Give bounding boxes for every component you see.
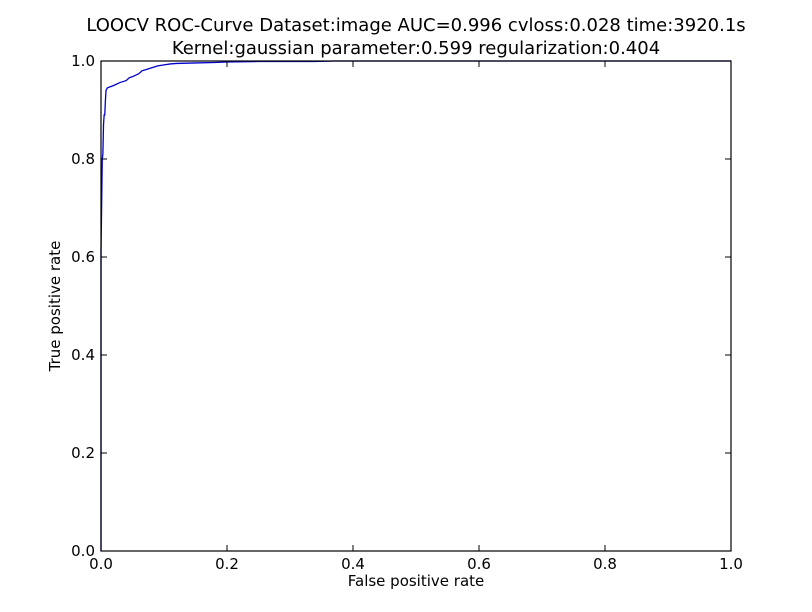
y-axis-label: True positive rate [46,241,64,373]
chart-title: LOOCV ROC-Curve Dataset:image AUC=0.996 … [86,15,745,36]
x-tick-label: 0.0 [89,555,113,573]
plot-frame [100,60,732,552]
y-tick-label: 0.8 [71,150,95,168]
roc-curve-line [100,60,731,551]
chart-subtitle: Kernel:gaussian parameter:0.599 regulari… [172,38,660,59]
x-axis-label: False positive rate [348,572,485,590]
plot-area: 0.0 0.2 0.4 0.6 0.8 1.0 0.0 0.2 0.4 0.6 0.8 1.0 [71,52,743,573]
y-tick-label: 0.0 [71,542,95,560]
x-tick-label: 0.4 [341,555,365,573]
y-tick-label: 0.6 [71,248,95,266]
y-tick-label: 1.0 [71,52,95,70]
y-tick-label: 0.2 [71,444,95,462]
y-tick-label: 0.4 [71,346,95,364]
x-tick-label: 0.8 [593,555,617,573]
x-tick-label: 1.0 [719,555,743,573]
x-tick-label: 0.6 [467,555,491,573]
x-tick-label: 0.2 [215,555,239,573]
